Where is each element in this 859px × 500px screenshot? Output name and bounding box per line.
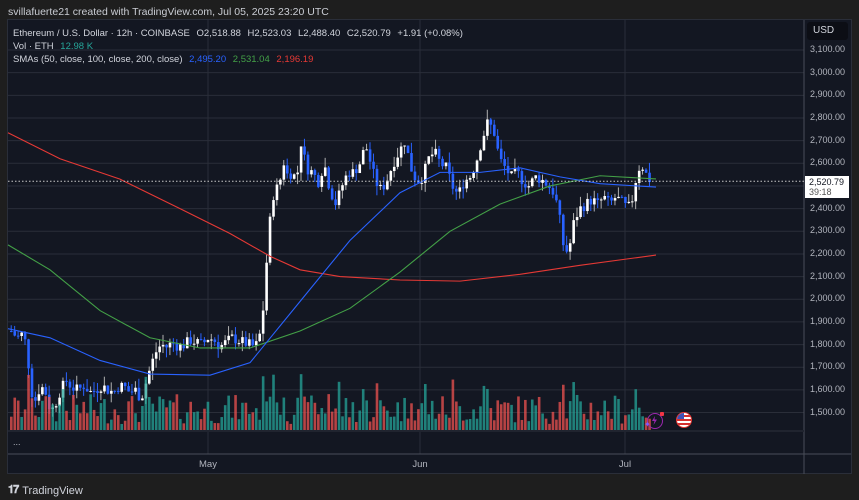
- ohlc-row[interactable]: Ethereum / U.S. Dollar · 12h · COINBASE …: [13, 27, 467, 40]
- sma100-value: 2,531.04: [232, 54, 270, 65]
- attribution-header: svillafuerte21 created with TradingView.…: [8, 6, 329, 18]
- price-tick-label: 1,500.00: [810, 406, 846, 417]
- price-tick-label: 2,800.00: [810, 111, 846, 122]
- sma200-value: 2,196.19: [276, 54, 314, 65]
- sma-row[interactable]: SMAs (50, close, 100, close, 200, close)…: [13, 53, 467, 66]
- price-tick-label: 1,800.00: [810, 338, 846, 349]
- price-tick-label: 1,700.00: [810, 361, 846, 372]
- us-flag-economic-event-icon[interactable]: [676, 412, 692, 428]
- time-tick-label: Jun: [412, 459, 428, 470]
- change-value: +1.91 (+0.08%): [397, 28, 463, 39]
- price-tick-label: 2,200.00: [810, 247, 846, 258]
- price-tick-label: 3,000.00: [810, 66, 846, 77]
- chart-legend: Ethereum / U.S. Dollar · 12h · COINBASE …: [13, 27, 467, 66]
- events-lightning-icon[interactable]: ✦: [644, 412, 664, 429]
- time-tick-label: May: [199, 459, 217, 470]
- bar-countdown: 39:18: [809, 187, 832, 197]
- low-value: L2,488.40: [298, 28, 341, 39]
- currency-button[interactable]: USD: [807, 22, 848, 40]
- price-tick-label: 2,600.00: [810, 157, 846, 168]
- tradingview-logo-icon: 𝟏𝟕: [8, 484, 19, 496]
- price-tick-label: 2,400.00: [810, 202, 846, 213]
- symbol-label: Ethereum / U.S. Dollar · 12h · COINBASE: [13, 28, 190, 39]
- high-value: H2,523.03: [247, 28, 292, 39]
- volume-label: Vol · ETH: [13, 41, 54, 52]
- close-value: C2,520.79: [346, 28, 391, 39]
- sma50-value: 2,495.20: [189, 54, 227, 65]
- price-tick-label: 1,900.00: [810, 315, 846, 326]
- volume-value: 12.98 K: [60, 41, 94, 52]
- price-tick-label: 2,100.00: [810, 270, 846, 281]
- more-indicators-dots[interactable]: ...: [13, 437, 21, 447]
- sma-label: SMAs (50, close, 100, close, 200, close): [13, 54, 183, 65]
- price-tick-label: 2,700.00: [810, 134, 846, 145]
- price-tick-label: 2,300.00: [810, 225, 846, 236]
- time-tick-label: Jul: [618, 459, 632, 470]
- current-price-label: 2,520.79 39:18: [805, 176, 849, 198]
- price-tick-label: 2,000.00: [810, 293, 846, 304]
- tradingview-footer: 𝟏𝟕 TradingView: [8, 484, 83, 497]
- price-tick-label: 3,100.00: [810, 44, 846, 54]
- price-tick-label: 1,600.00: [810, 383, 846, 394]
- price-tick-label: 2,900.00: [810, 89, 846, 100]
- volume-row[interactable]: Vol · ETH 12.98 K: [13, 40, 467, 53]
- open-value: O2,518.88: [196, 28, 241, 39]
- brand-name: TradingView: [22, 484, 83, 497]
- current-price: 2,520.79: [809, 177, 845, 187]
